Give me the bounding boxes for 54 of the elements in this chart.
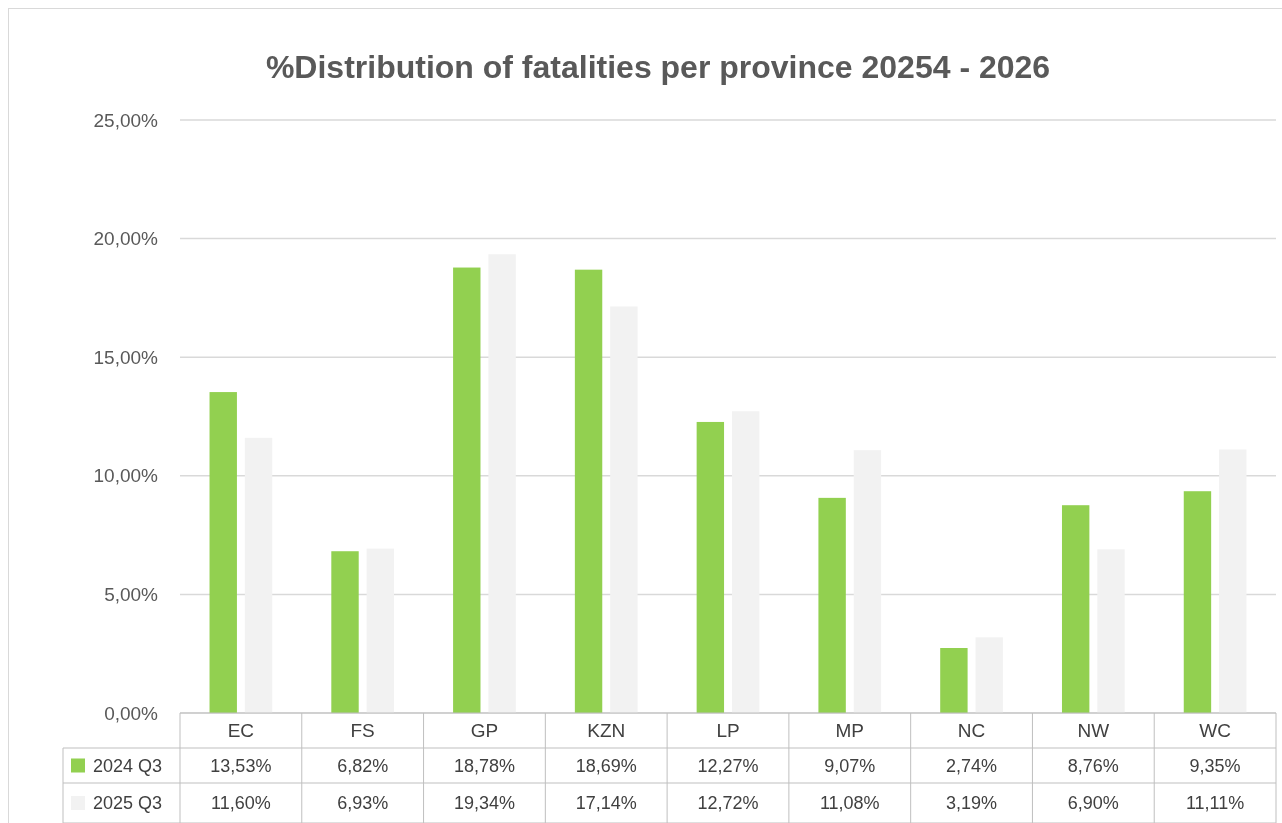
data-label: 18,78% (453, 755, 515, 776)
bar (331, 551, 359, 713)
y-tick-label: 0,00% (104, 702, 159, 724)
y-tick-label: 15,00% (93, 346, 159, 368)
bar (453, 267, 481, 713)
x-tick-label: NW (1077, 720, 1110, 742)
bar (940, 648, 968, 713)
data-label: 3,19% (946, 793, 998, 814)
y-tick-label: 20,00% (93, 228, 159, 250)
bar (574, 269, 603, 713)
data-label: 6,90% (1067, 793, 1119, 814)
y-tick-label: 5,00% (104, 584, 159, 606)
chart-title: %Distribution of fatalities per province 20254 - 2026 (265, 49, 1051, 85)
data-label: 2,74% (946, 755, 998, 776)
bar (853, 450, 882, 713)
x-tick-label: WC (1199, 720, 1231, 742)
x-tick-label: GP (470, 720, 499, 742)
y-tick-label: 10,00% (93, 465, 159, 487)
data-label: 11,60% (211, 793, 271, 814)
data-label: 13,53% (210, 755, 272, 776)
y-tick-label: 25,00% (93, 109, 159, 131)
bar (731, 411, 760, 713)
bar (1219, 449, 1247, 713)
data-label: 12,72% (697, 793, 759, 814)
x-tick-label: EC (227, 720, 255, 742)
x-tick-label: NC (957, 720, 986, 742)
bar (975, 637, 1003, 713)
x-tick-label: LP (716, 720, 740, 742)
bar (1097, 549, 1125, 713)
data-label: 17,14% (575, 793, 637, 814)
bar (696, 421, 725, 713)
data-label: 11,11% (1185, 793, 1245, 814)
data-label: 9,35% (1189, 755, 1241, 776)
data-label: 6,82% (337, 755, 389, 776)
data-label: 18,69% (575, 755, 637, 776)
bar (818, 497, 846, 713)
bar (209, 392, 237, 713)
bar (610, 306, 638, 713)
x-tick-label: FS (350, 720, 375, 742)
data-label: 19,34% (453, 793, 515, 814)
data-label: 6,93% (337, 793, 389, 814)
data-label: 8,76% (1067, 755, 1119, 776)
bar (244, 437, 273, 713)
legend-label: 2024 Q3 (93, 755, 163, 776)
bar (488, 254, 516, 713)
x-tick-label: KZN (587, 720, 626, 742)
data-label: 11,08% (819, 793, 880, 814)
legend-label: 2025 Q3 (93, 793, 163, 814)
bar (1183, 491, 1212, 713)
bar (1061, 505, 1090, 713)
data-label: 12,27% (697, 755, 759, 776)
x-tick-label: MP (835, 720, 865, 742)
bar (366, 548, 395, 713)
data-label: 9,07% (824, 755, 876, 776)
